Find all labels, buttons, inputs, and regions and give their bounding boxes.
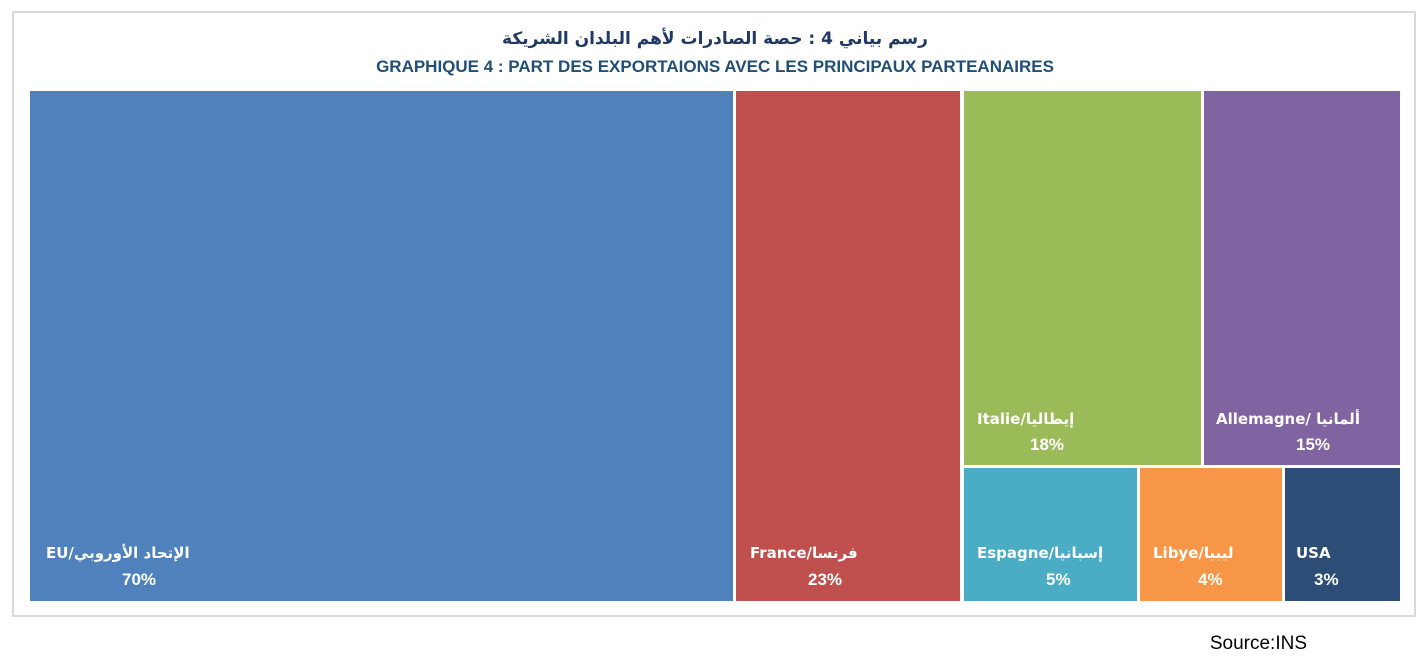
tile-value-libye: 4% (1198, 570, 1223, 589)
tile-value-espagne: 5% (1046, 570, 1071, 589)
tile-usa (1285, 468, 1400, 601)
chart-title-french: GRAPHIQUE 4 : PART DES EXPORTAIONS AVEC … (376, 57, 1054, 76)
tile-value-allemagne: 15% (1296, 435, 1330, 454)
tile-label-espagne: Espagne/إسبانيا (977, 544, 1103, 562)
tile-allemagne (1204, 91, 1400, 465)
tile-label-eu: EU/الإتحاد الأوروبي (46, 544, 190, 562)
tile-label-libye: Libye/ليبيا (1153, 544, 1234, 562)
tile-france (736, 91, 960, 601)
tile-italie (964, 91, 1201, 465)
source-note: Source:INS (1209, 633, 1307, 654)
tile-value-usa: 3% (1314, 570, 1339, 589)
chart-title-arabic: رسم بياني 4 : حصة الصادرات لأهم البلدان … (502, 29, 928, 49)
tile-eu (30, 91, 733, 601)
tile-value-france: 23% (808, 570, 842, 589)
tile-label-allemagne: Allemagne/ ألمانيا (1216, 409, 1360, 428)
tile-label-usa: USA (1296, 544, 1331, 562)
tile-label-france: France/فرنسا (750, 544, 858, 562)
tile-value-italie: 18% (1030, 435, 1064, 454)
tile-value-eu: 70% (122, 570, 156, 589)
tile-label-italie: Italie/إيطاليا (977, 410, 1074, 428)
tile-espagne (964, 468, 1137, 601)
tile-libye (1140, 468, 1282, 601)
